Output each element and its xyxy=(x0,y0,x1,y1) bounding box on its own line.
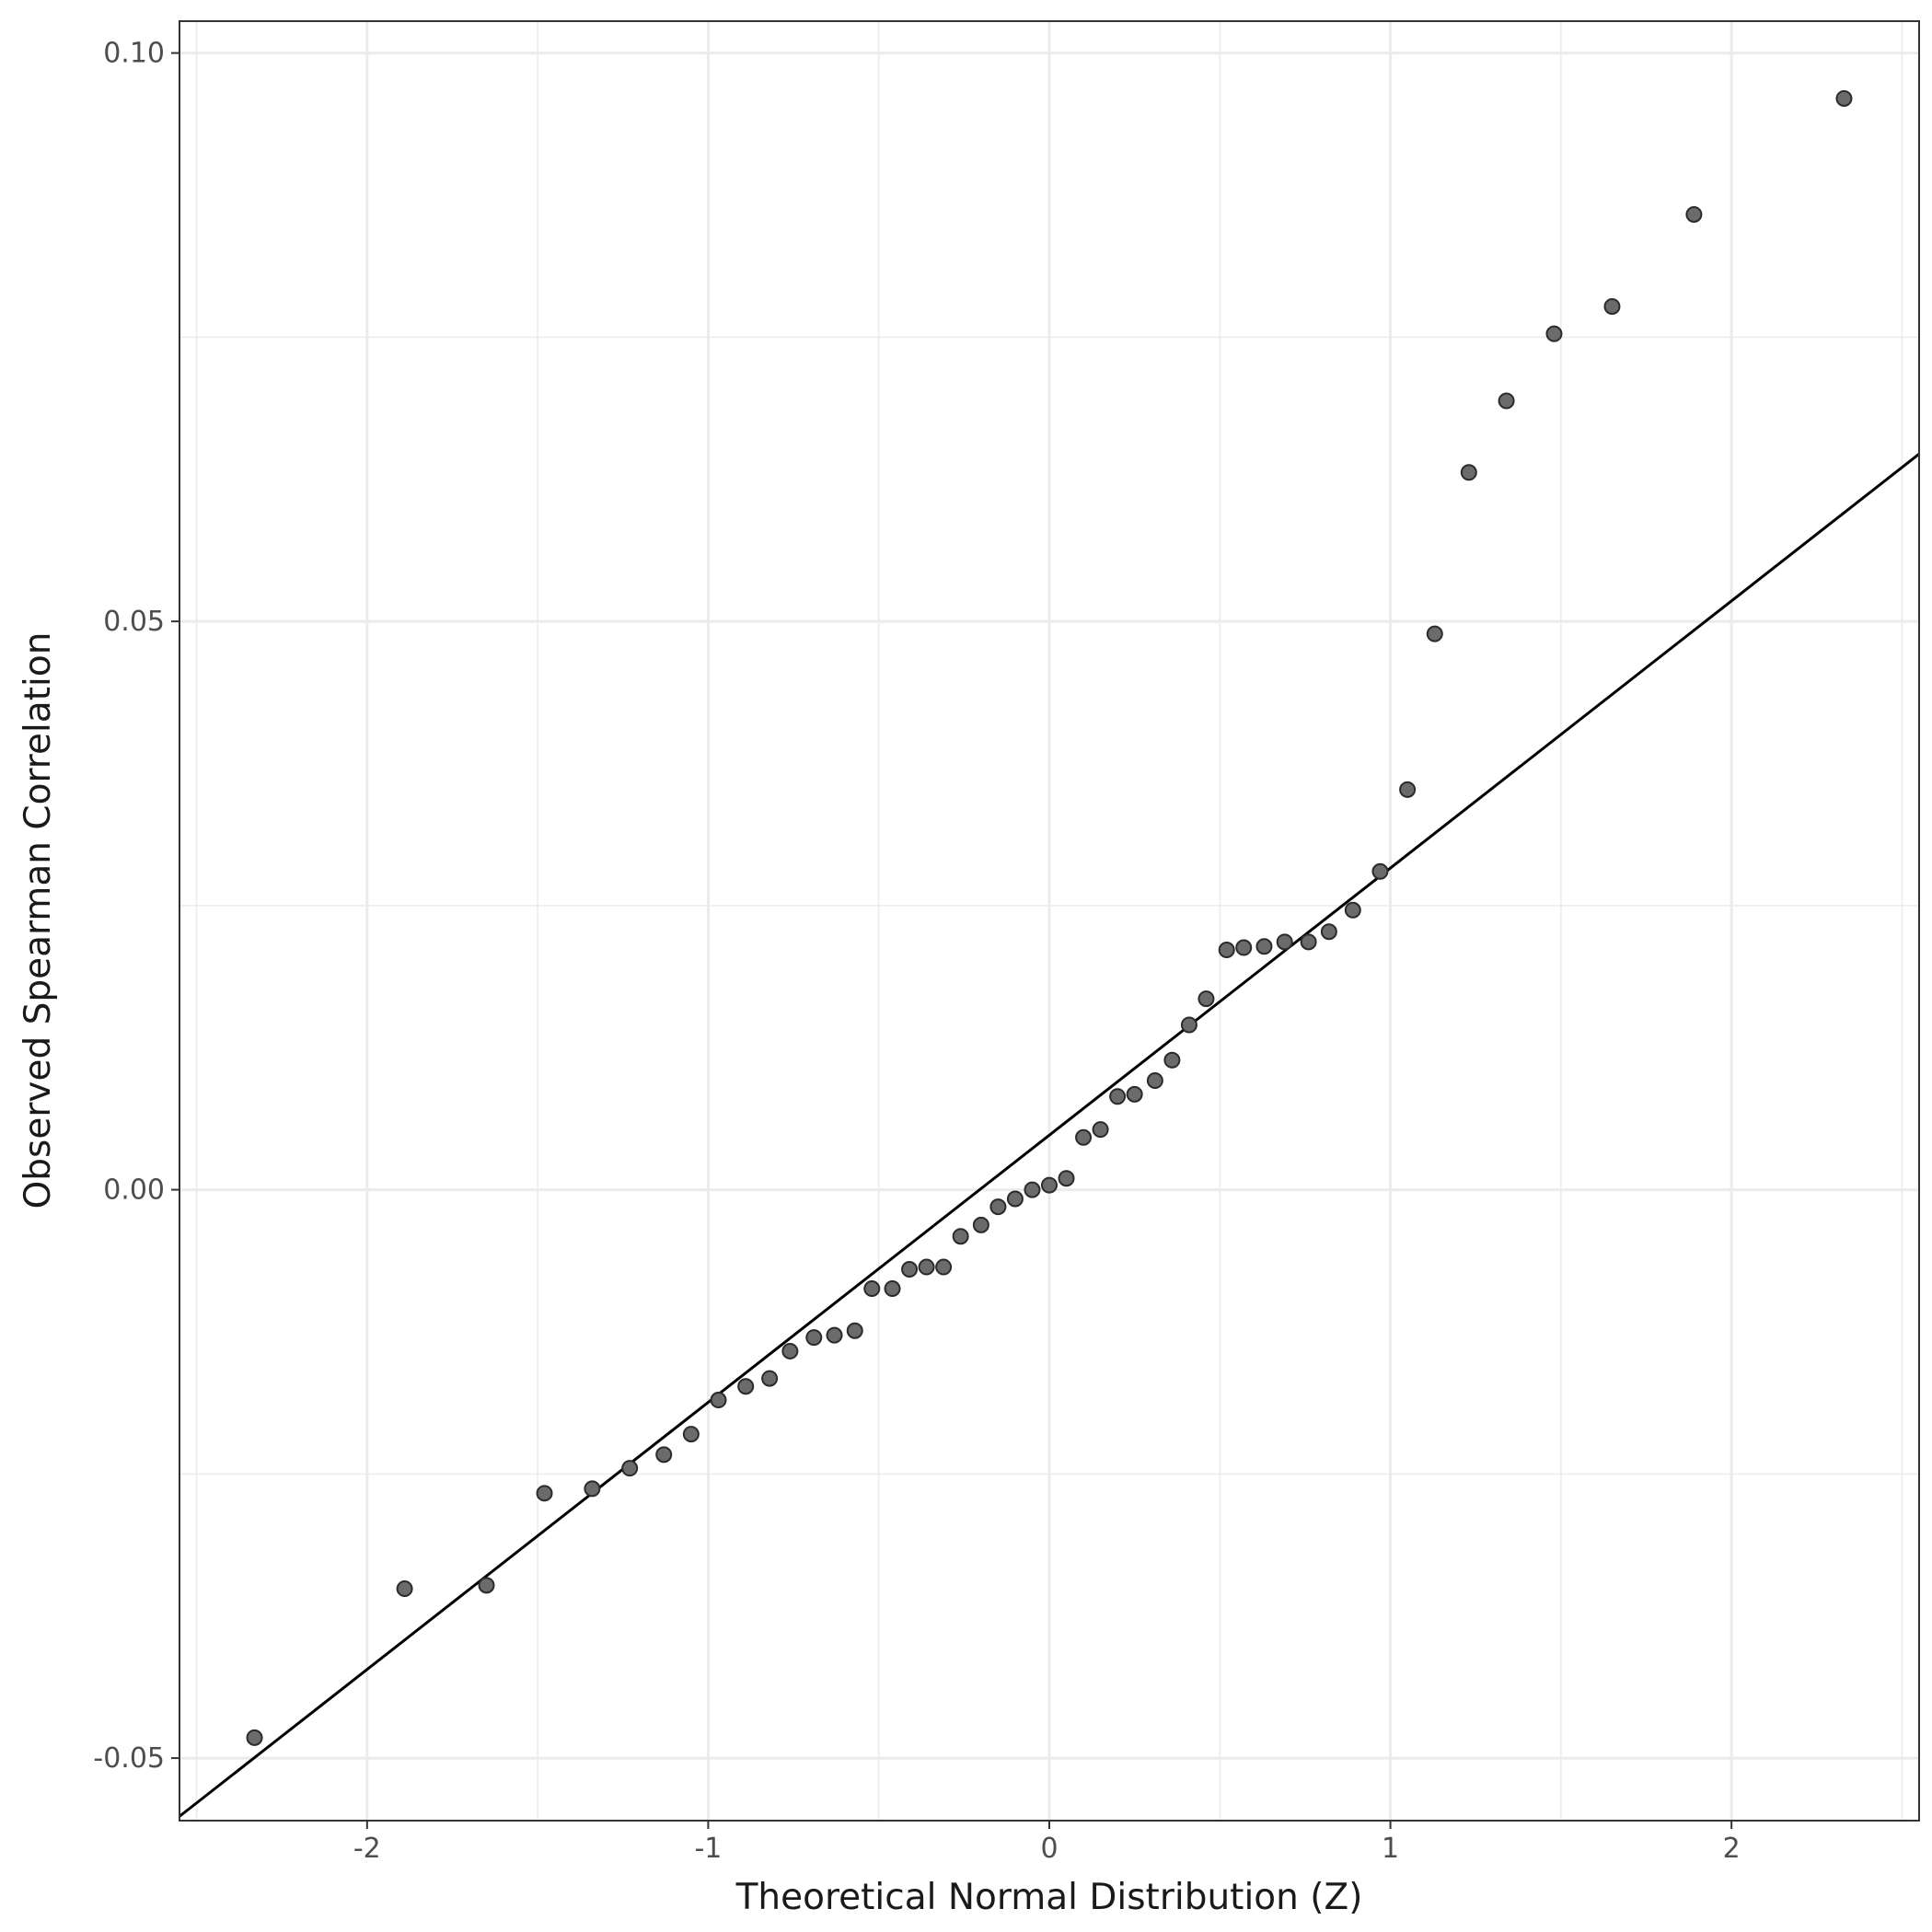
data-point xyxy=(1255,938,1273,955)
data-point xyxy=(761,1370,779,1387)
x-axis: -2 -1 0 1 2 xyxy=(353,1821,1741,1865)
data-point xyxy=(1320,923,1337,941)
data-point xyxy=(826,1326,843,1344)
data-point xyxy=(846,1322,863,1339)
data-point xyxy=(1300,933,1317,951)
x-axis-title: Theoretical Normal Distribution (Z) xyxy=(735,1877,1363,1918)
data-point xyxy=(1146,1072,1163,1090)
data-points xyxy=(246,89,1853,1746)
data-point xyxy=(710,1392,727,1409)
data-point xyxy=(1058,1170,1075,1187)
x-tick-label: -1 xyxy=(694,1833,722,1865)
data-point xyxy=(1426,625,1443,642)
data-point xyxy=(584,1480,601,1498)
data-point xyxy=(1685,205,1703,223)
data-point xyxy=(918,1258,935,1276)
data-point xyxy=(972,1216,989,1233)
data-point xyxy=(989,1198,1007,1216)
data-point xyxy=(901,1261,919,1278)
y-axis: -0.05 0.00 0.05 0.10 xyxy=(93,38,179,1775)
data-point xyxy=(1399,781,1417,798)
y-tick-label: 0.10 xyxy=(103,38,165,70)
grid-lines xyxy=(179,21,1919,1821)
data-point xyxy=(1163,1051,1181,1069)
data-point xyxy=(682,1426,700,1443)
data-point xyxy=(246,1729,263,1746)
data-point xyxy=(1460,464,1477,481)
data-point xyxy=(1092,1121,1109,1139)
data-point xyxy=(1180,1016,1197,1034)
data-point xyxy=(1235,939,1253,956)
y-tick-label: 0.00 xyxy=(103,1174,165,1207)
x-tick-label: 1 xyxy=(1382,1833,1399,1865)
data-point xyxy=(1344,901,1361,919)
data-point xyxy=(952,1228,969,1245)
x-tick-label: 0 xyxy=(1040,1833,1058,1865)
data-point xyxy=(1024,1181,1041,1198)
data-point xyxy=(1218,941,1235,958)
data-point xyxy=(737,1378,755,1395)
data-point xyxy=(1835,89,1853,107)
data-point xyxy=(396,1580,413,1598)
data-point xyxy=(621,1460,639,1477)
data-point xyxy=(1075,1128,1093,1146)
data-point xyxy=(1603,297,1621,315)
data-point xyxy=(805,1329,823,1347)
data-point xyxy=(1498,392,1515,410)
y-tick-label: 0.05 xyxy=(103,606,165,638)
data-point xyxy=(884,1280,901,1298)
data-point xyxy=(935,1258,953,1276)
data-point xyxy=(781,1342,799,1359)
data-point xyxy=(478,1577,495,1594)
data-point xyxy=(1041,1176,1058,1194)
data-point xyxy=(1109,1088,1127,1105)
data-point xyxy=(863,1280,881,1298)
data-point xyxy=(1197,990,1215,1008)
x-tick-label: -2 xyxy=(353,1833,381,1865)
data-point xyxy=(1371,862,1389,880)
data-point xyxy=(1545,325,1563,342)
data-point xyxy=(1006,1190,1024,1208)
data-point xyxy=(1276,933,1293,951)
data-point xyxy=(536,1485,553,1502)
y-tick-label: -0.05 xyxy=(93,1742,165,1775)
data-point xyxy=(655,1446,673,1463)
reference-line-group xyxy=(179,453,1920,1818)
x-tick-label: 2 xyxy=(1723,1833,1741,1865)
reference-line xyxy=(179,453,1920,1818)
y-axis-title: Observed Spearman Correlation xyxy=(17,632,59,1209)
data-point xyxy=(1126,1085,1143,1103)
